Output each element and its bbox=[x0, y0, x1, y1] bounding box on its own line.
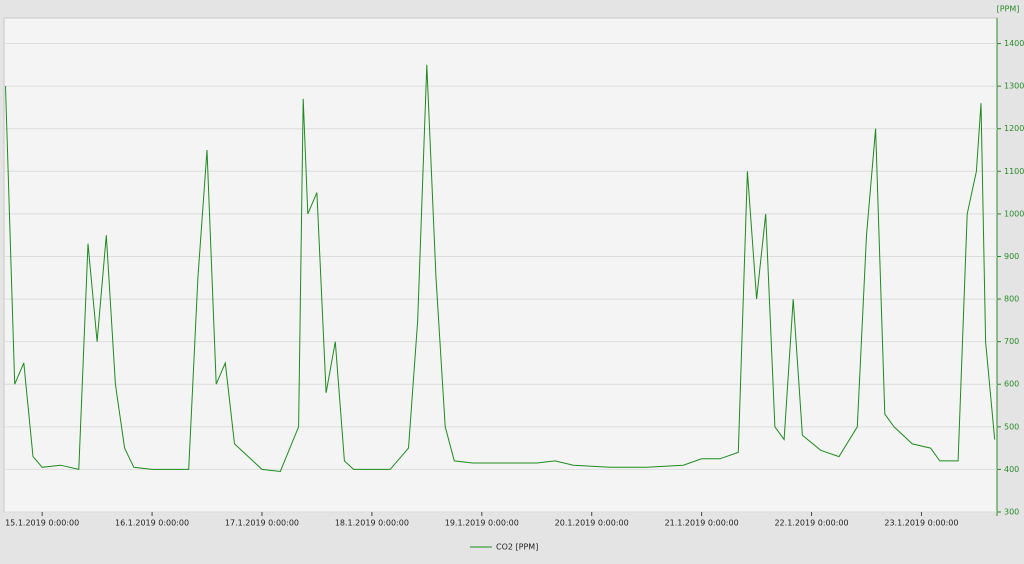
x-tick-label: 16.1.2019 0:00:00 bbox=[115, 519, 189, 528]
y-tick-label: 600 bbox=[1004, 380, 1019, 389]
x-tick-label: 19.1.2019 0:00:00 bbox=[445, 519, 519, 528]
x-tick-label: 20.1.2019 0:00:00 bbox=[555, 519, 629, 528]
y-tick-label: 1000 bbox=[1004, 209, 1024, 218]
legend-label: CO2 [PPM] bbox=[496, 543, 538, 552]
y-tick-label: 1400 bbox=[1004, 39, 1024, 48]
y-tick-label: 1200 bbox=[1004, 124, 1024, 133]
x-tick-label: 17.1.2019 0:00:00 bbox=[225, 519, 299, 528]
data-line bbox=[5, 64, 996, 473]
y-tick-label: 1300 bbox=[1004, 82, 1024, 91]
y-tick-label: 700 bbox=[1004, 337, 1019, 346]
y-tick-label: 1100 bbox=[1004, 167, 1024, 176]
y-tick-label: 900 bbox=[1004, 252, 1019, 261]
x-tick-label: 18.1.2019 0:00:00 bbox=[335, 519, 409, 528]
y-tick-label: 400 bbox=[1004, 465, 1019, 474]
y-tick-label: 500 bbox=[1004, 422, 1019, 431]
plot-area bbox=[3, 17, 998, 513]
x-tick-label: 23.1.2019 0:00:00 bbox=[884, 519, 958, 528]
y-axis-label: [PPM] bbox=[997, 5, 1020, 14]
x-tick-label: 21.1.2019 0:00:00 bbox=[665, 519, 739, 528]
x-tick-label: 22.1.2019 0:00:00 bbox=[774, 519, 848, 528]
y-tick-label: 800 bbox=[1004, 295, 1019, 304]
x-tick-label: 15.1.2019 0:00:00 bbox=[5, 519, 79, 528]
y-tick-label: 300 bbox=[1004, 508, 1019, 517]
